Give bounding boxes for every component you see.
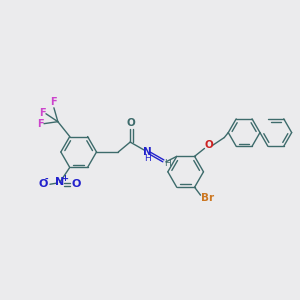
Text: +: + [61,174,68,183]
Text: H: H [164,159,171,168]
Text: Br: Br [201,193,214,203]
Text: O: O [72,179,81,189]
Text: N: N [55,177,64,187]
Text: O: O [38,179,48,189]
Text: O: O [127,118,136,128]
Text: H: H [144,154,150,164]
Text: F: F [37,119,43,129]
Text: -: - [44,175,48,184]
Text: F: F [39,108,45,118]
Text: O: O [204,140,213,151]
Text: F: F [51,97,57,107]
Text: N: N [143,147,152,157]
